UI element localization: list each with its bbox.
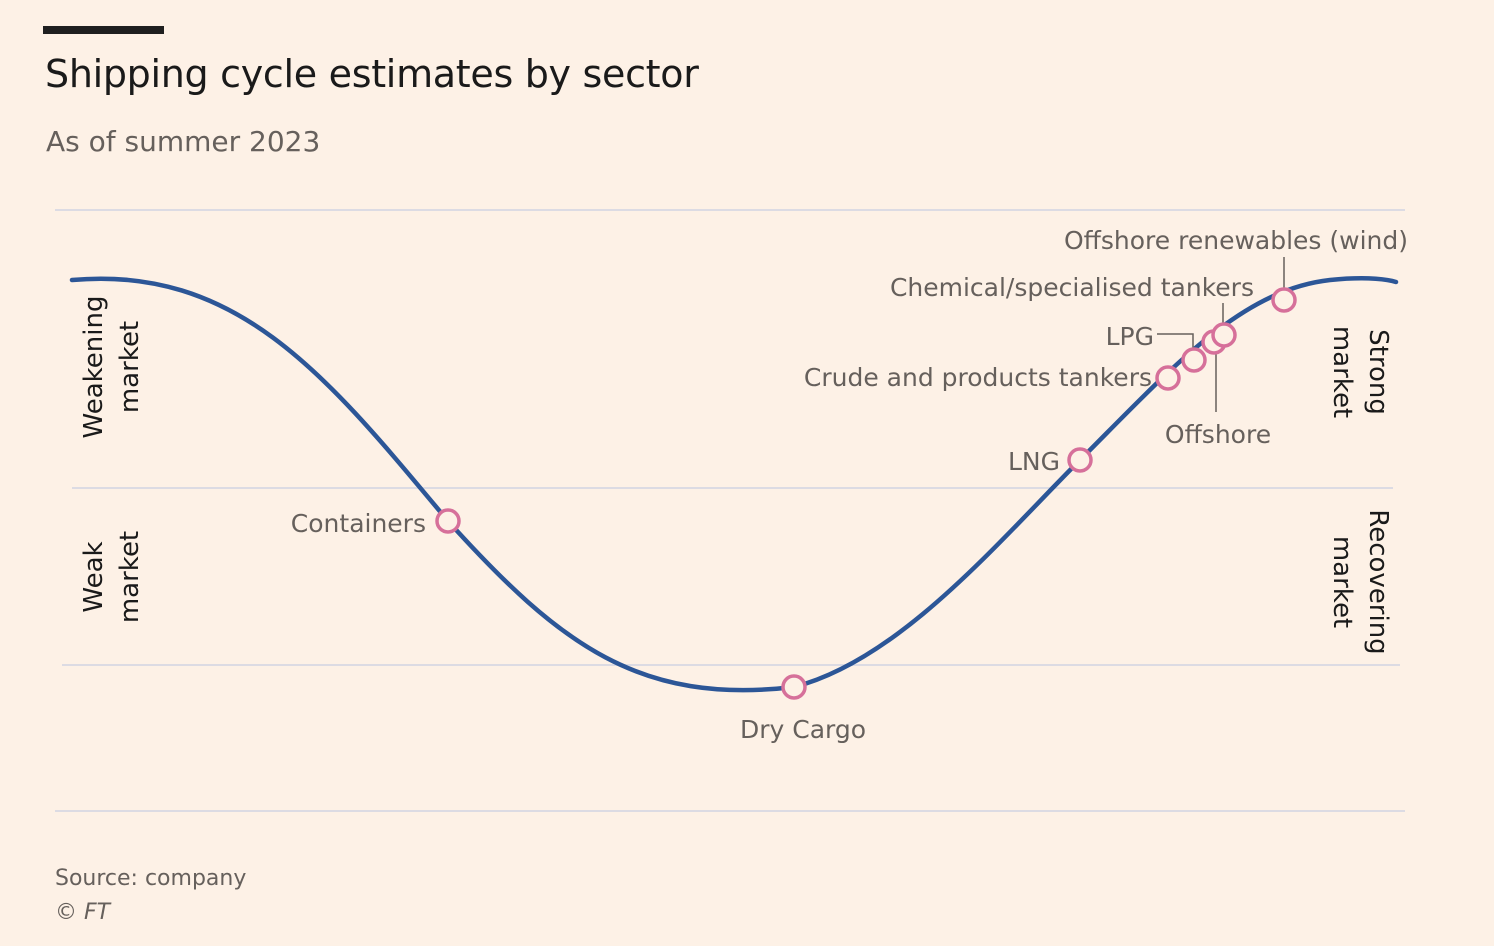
zone-weak-line1: Weak	[79, 541, 109, 612]
zone-strong-line2: market	[1327, 326, 1357, 418]
marker-crude	[1155, 365, 1181, 391]
zone-weakening-line2: market	[115, 321, 145, 413]
chart-subtitle: As of summer 2023	[46, 125, 321, 158]
source-note: Source: company	[55, 866, 247, 891]
marker-containers	[435, 508, 461, 534]
zone-labels: Weakening market Weak market Strong mark…	[79, 296, 1393, 655]
marker-chemical	[1211, 322, 1237, 348]
label-lpg: LPG	[1106, 322, 1154, 351]
gridlines	[55, 209, 1405, 812]
marker-lng	[1067, 447, 1093, 473]
credit-note: © FT	[55, 900, 111, 925]
cycle-curve	[69, 276, 1399, 693]
zone-strong-line1: Strong	[1363, 329, 1393, 415]
zone-recovering-line2: market	[1327, 536, 1357, 628]
marker-offshore-renewables	[1271, 287, 1297, 313]
sector-labels: Containers Dry Cargo LNG Crude and produ…	[291, 226, 1408, 744]
label-offshore-renewables: Offshore renewables (wind)	[1064, 226, 1408, 255]
label-chemical: Chemical/specialised tankers	[890, 273, 1254, 302]
label-containers: Containers	[291, 509, 426, 538]
zone-weak-line2: market	[115, 531, 145, 623]
zone-weakening-line1: Weakening	[79, 296, 109, 439]
label-dry-cargo: Dry Cargo	[740, 715, 866, 744]
marker-dry-cargo	[781, 674, 807, 700]
label-lng: LNG	[1008, 447, 1060, 476]
label-crude: Crude and products tankers	[804, 363, 1152, 392]
zone-recovering-line1: Recovering	[1363, 509, 1393, 654]
sector-markers	[435, 287, 1297, 700]
marker-lpg	[1181, 347, 1207, 373]
chart-footer: Source: company © FT	[55, 862, 246, 930]
label-offshore: Offshore	[1165, 420, 1271, 449]
lpg-leader	[1157, 333, 1194, 352]
zone-weak-market: Weak market	[79, 531, 145, 623]
title-accent-bar	[43, 26, 164, 34]
chart-title: Shipping cycle estimates by sector	[45, 52, 699, 96]
zone-weakening-market: Weakening market	[79, 296, 145, 439]
zone-strong-market: Strong market	[1327, 326, 1393, 418]
zone-recovering-market: Recovering market	[1327, 509, 1393, 654]
